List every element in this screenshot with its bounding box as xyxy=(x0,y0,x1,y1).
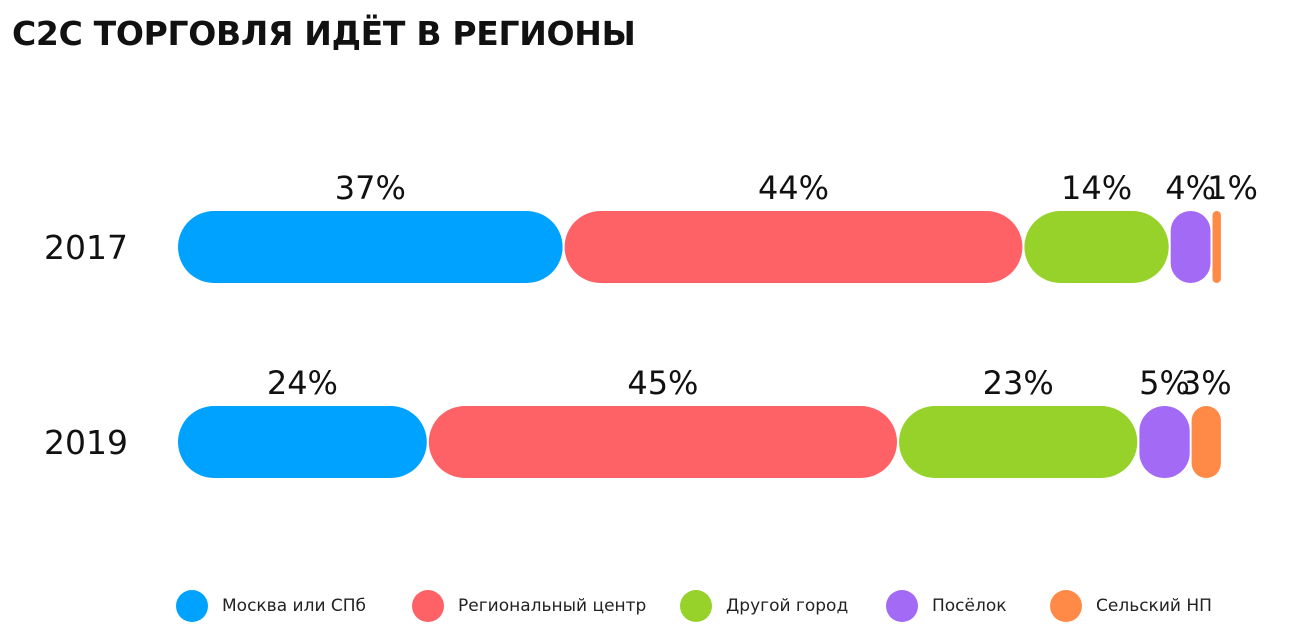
data-label-regional-center-2017: 44% xyxy=(758,169,829,207)
bar-moscow-spb-2019 xyxy=(178,406,427,478)
bar-settlement-2019 xyxy=(1139,406,1190,478)
data-label-moscow-spb-2019: 24% xyxy=(267,364,338,402)
category-label-2019: 2019 xyxy=(44,423,128,462)
bar-regional-center-2019 xyxy=(428,406,897,478)
legend-label-moscow-spb: Москва или СПб xyxy=(222,596,367,616)
bar-settlement-2017 xyxy=(1170,211,1211,283)
bar-rural-2019 xyxy=(1191,406,1221,478)
legend-label-settlement: Посёлок xyxy=(932,596,1007,616)
legend-swatch-other-city xyxy=(680,590,712,622)
legend-swatch-regional-center xyxy=(412,590,444,622)
data-label-rural-2019: 3% xyxy=(1181,364,1232,402)
legend-label-other-city: Другой город xyxy=(726,596,849,616)
legend-swatch-settlement xyxy=(886,590,918,622)
bar-rural-2017 xyxy=(1212,211,1221,283)
legend-item-settlement: Посёлок xyxy=(886,588,1007,624)
bar-other-city-2019 xyxy=(899,406,1138,478)
data-label-other-city-2017: 14% xyxy=(1061,169,1132,207)
legend-item-moscow-spb: Москва или СПб xyxy=(176,588,366,624)
data-label-other-city-2019: 23% xyxy=(983,364,1054,402)
bar-regional-center-2017 xyxy=(564,211,1023,283)
data-label-regional-center-2019: 45% xyxy=(627,364,698,402)
bar-other-city-2017 xyxy=(1024,211,1169,283)
data-label-moscow-spb-2017: 37% xyxy=(335,169,406,207)
legend-item-rural: Сельский НП xyxy=(1050,588,1212,624)
legend-swatch-rural xyxy=(1050,590,1082,622)
data-label-settlement-2019: 5% xyxy=(1139,364,1190,402)
legend-item-regional-center: Региональный центр xyxy=(412,588,646,624)
data-label-rural-2017: 1% xyxy=(1207,169,1258,207)
legend-item-other-city: Другой город xyxy=(680,588,848,624)
legend-label-regional-center: Региональный центр xyxy=(458,596,647,616)
legend-swatch-moscow-spb xyxy=(176,590,208,622)
chart-legend: Москва или СПб Региональный центр Другой… xyxy=(0,588,1316,624)
chart-title: C2C ТОРГОВЛЯ ИДЁТ В РЕГИОНЫ xyxy=(12,14,636,53)
data-label-settlement-2017: 4% xyxy=(1165,169,1216,207)
category-label-2017: 2017 xyxy=(44,228,128,267)
legend-label-rural: Сельский НП xyxy=(1096,596,1212,616)
bar-moscow-spb-2017 xyxy=(178,211,563,283)
